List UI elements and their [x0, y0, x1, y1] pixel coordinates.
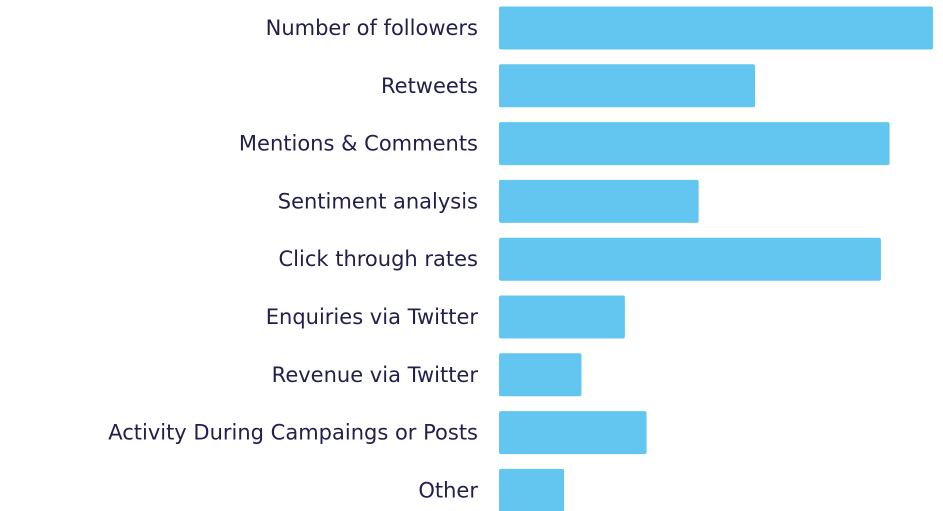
bar	[499, 295, 625, 339]
category-label: Revenue via Twitter	[272, 363, 479, 387]
bar	[499, 6, 933, 50]
bar	[499, 64, 756, 108]
category-label: Number of followers	[266, 16, 478, 40]
category-label: Enquiries via Twitter	[266, 305, 479, 329]
bar	[499, 353, 582, 397]
bar	[499, 411, 647, 455]
category-label: Mentions & Comments	[239, 132, 478, 156]
bar	[499, 179, 699, 223]
category-label: Activity During Campaings or Posts	[108, 421, 478, 445]
bar	[499, 237, 881, 281]
category-label: Click through rates	[279, 247, 479, 271]
category-label: Retweets	[381, 74, 478, 98]
category-label: Other	[418, 478, 478, 502]
bar	[499, 122, 890, 166]
bar	[499, 468, 565, 511]
category-label: Sentiment analysis	[278, 189, 478, 213]
